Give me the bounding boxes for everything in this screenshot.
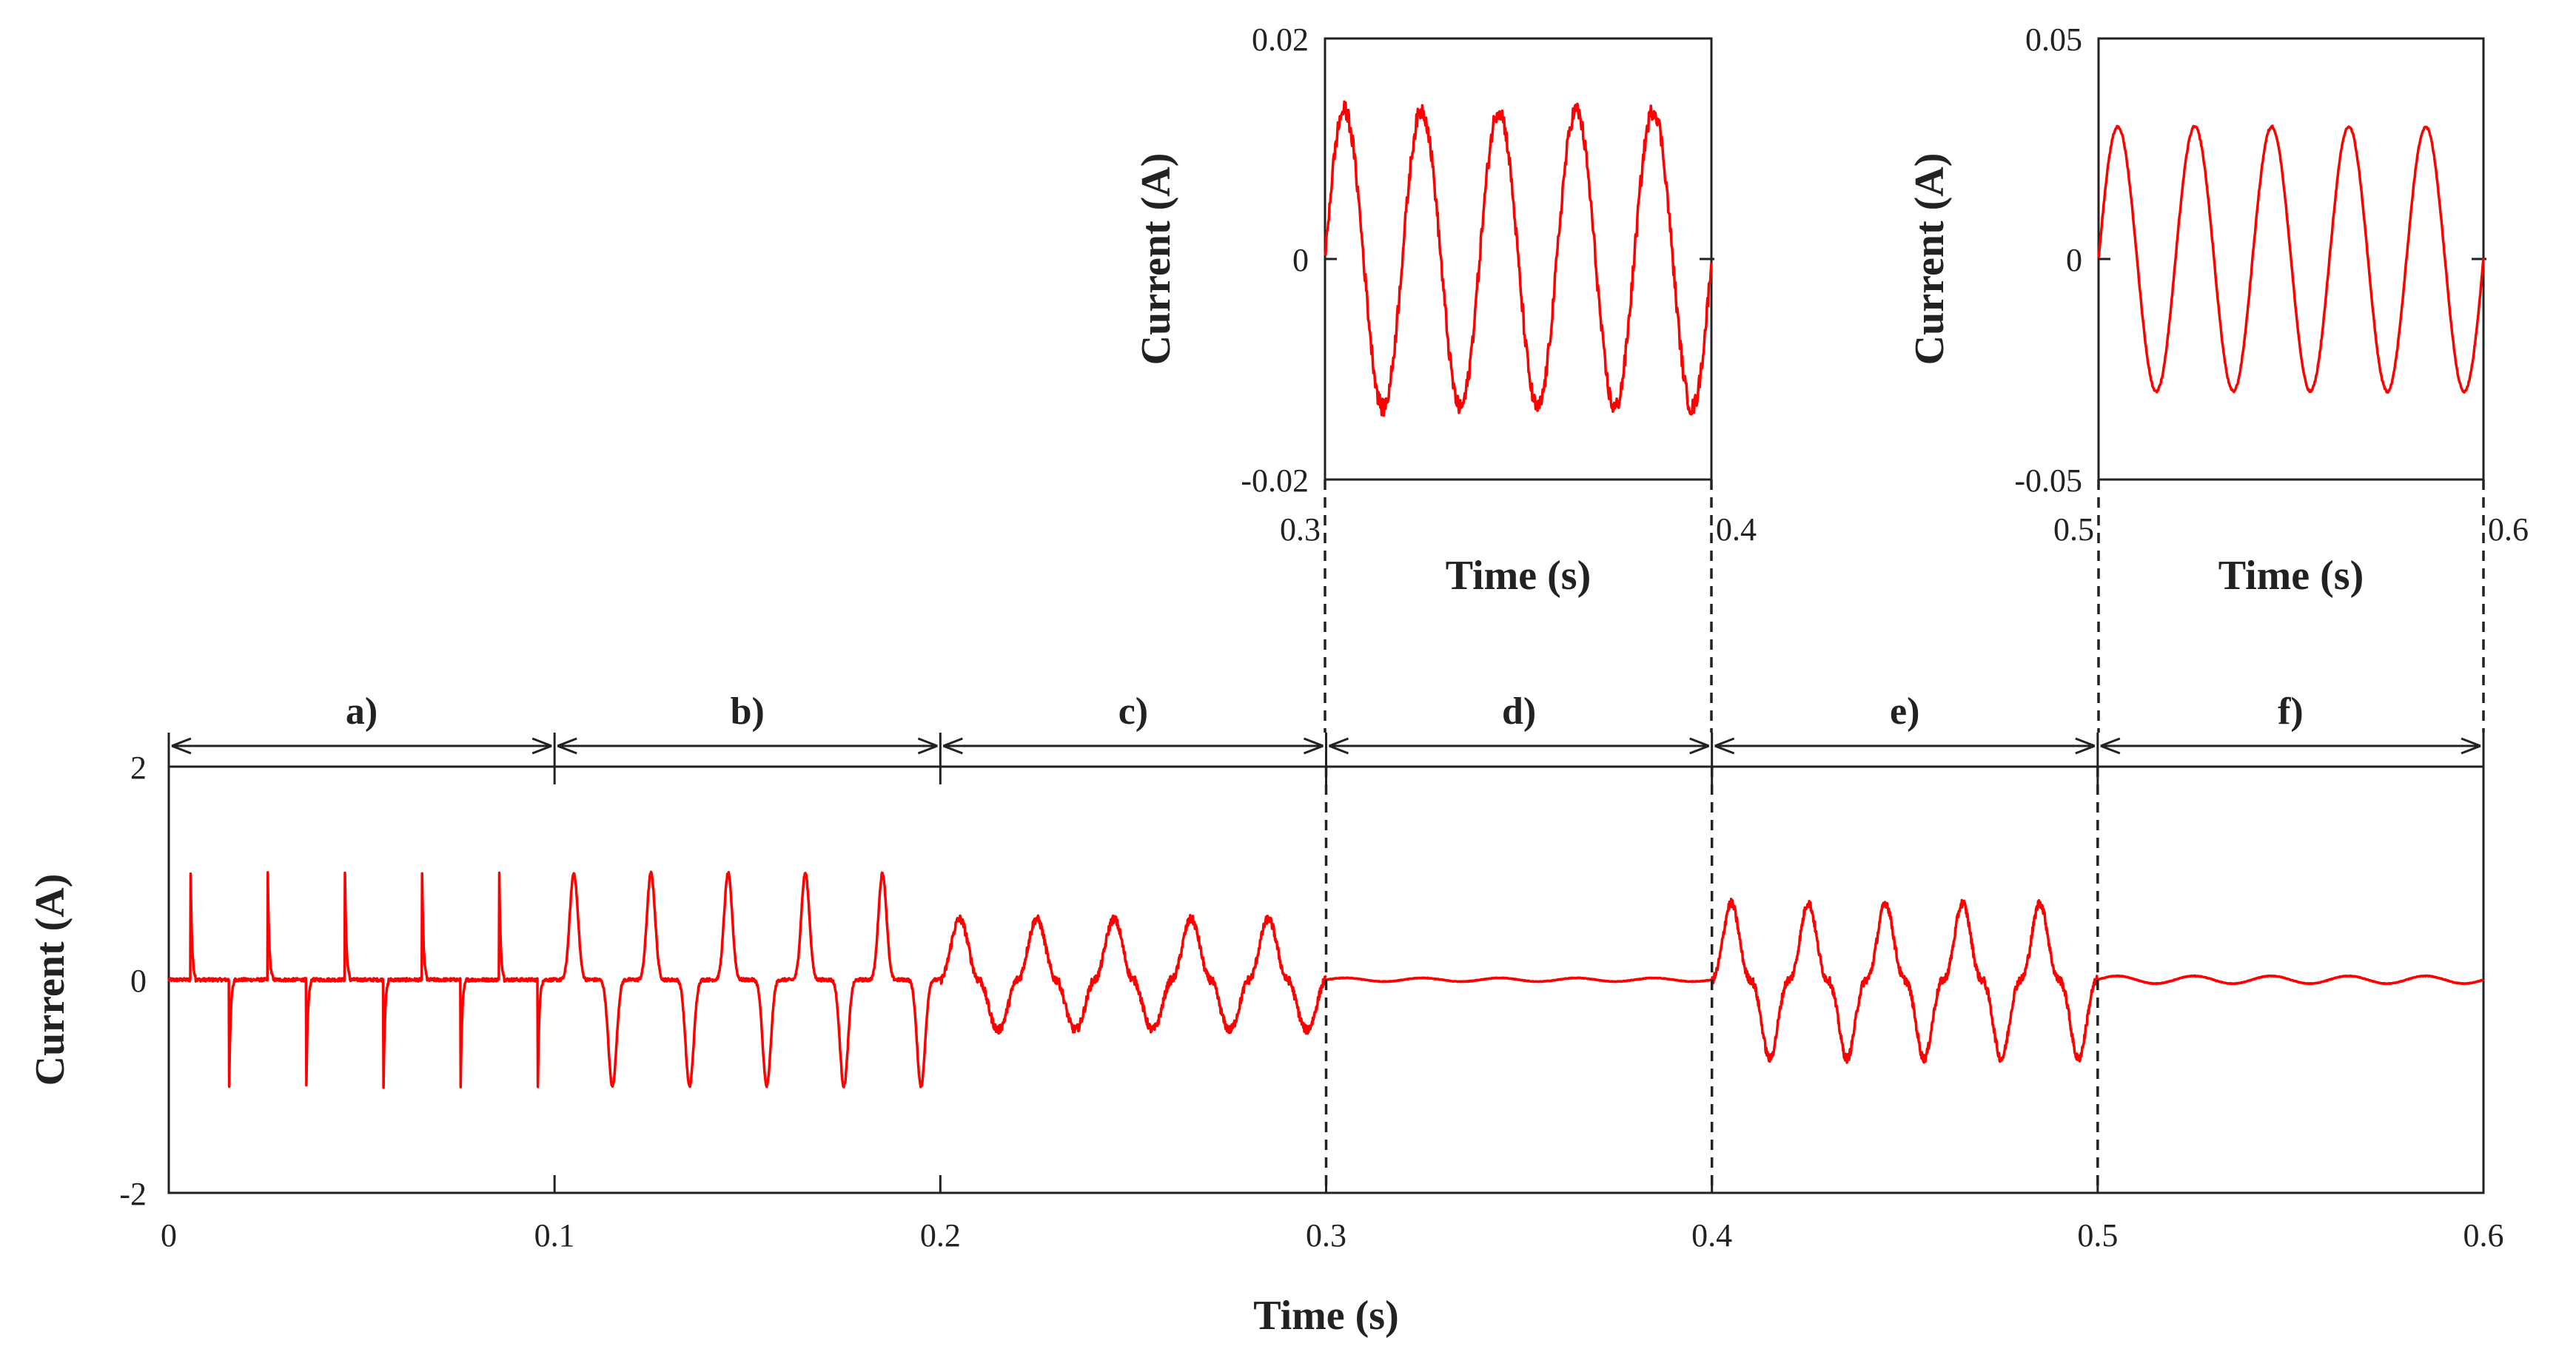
x-tick-label: 0.1 bbox=[534, 1217, 575, 1254]
arrow-head-left bbox=[2100, 737, 2121, 755]
x-tick-label: 0.5 bbox=[2053, 511, 2094, 548]
x-tick-label: 0.3 bbox=[1280, 511, 1321, 548]
y-tick-label: -0.05 bbox=[2014, 462, 2082, 499]
main-plot: 0 0.1 0.2 0.3 0.4 0.5 0.6 -2 0 2 Time (s) Current (… bbox=[27, 750, 2504, 1339]
series-line-segment-4 bbox=[1325, 976, 1713, 983]
x-axis-label: Time (s) bbox=[2218, 553, 2364, 599]
series-line-segment-1 bbox=[167, 871, 556, 1089]
y-tick-label: 0.02 bbox=[1252, 21, 1309, 58]
segment-label: a) bbox=[346, 690, 378, 733]
x-axis-label: Time (s) bbox=[1446, 553, 1591, 599]
y-tick-label: 0 bbox=[130, 963, 147, 999]
y-tick-label: 2 bbox=[130, 750, 147, 786]
x-tick-label: 0.3 bbox=[1306, 1217, 1346, 1254]
arrow-head-left bbox=[171, 737, 192, 755]
x-tick-label: 0.4 bbox=[1716, 511, 1757, 548]
segment-label: b) bbox=[731, 690, 765, 733]
segment-label: e) bbox=[1890, 690, 1919, 733]
series-line-segment-5 bbox=[1711, 898, 2099, 1064]
segment-annotations: a) b) c) d) e) f) bbox=[167, 480, 2485, 1193]
x-axis-label: Time (s) bbox=[1253, 1293, 1399, 1339]
segment-label: c) bbox=[1118, 690, 1148, 733]
arrow-head-left bbox=[1328, 737, 1349, 755]
arrow-head-right bbox=[1303, 737, 1324, 755]
arrow-head-left bbox=[1714, 737, 1735, 755]
inset-plot-f: -0.05 0 0.05 0.5 0.6 Time (s) Current (A) bbox=[1907, 21, 2529, 599]
series-line bbox=[1324, 100, 1713, 417]
series-line bbox=[2097, 124, 2485, 394]
x-tick-label: 0.6 bbox=[2463, 1217, 2504, 1254]
x-tick-label: 0.4 bbox=[1691, 1217, 1732, 1254]
series-line-segment-6 bbox=[2096, 974, 2485, 986]
arrow-head-left bbox=[942, 737, 963, 755]
series-line-segment-3 bbox=[939, 914, 1327, 1035]
x-tick-label: 0.6 bbox=[2488, 511, 2529, 548]
segment-label: f) bbox=[2278, 690, 2304, 733]
y-tick-label: -0.02 bbox=[1241, 462, 1309, 499]
y-axis-label: Current (A) bbox=[1907, 153, 1953, 366]
inset-plot-d: -0.02 0 0.02 0.3 0.4 Time (s) Current (A) bbox=[1133, 21, 1757, 599]
arrow-head-right bbox=[917, 737, 938, 755]
segment-label: d) bbox=[1502, 690, 1536, 733]
y-tick-label: -2 bbox=[119, 1176, 147, 1212]
x-tick-label: 0 bbox=[161, 1217, 177, 1254]
arrow-head-right bbox=[2075, 737, 2096, 755]
x-tick-label: 0.2 bbox=[920, 1217, 961, 1254]
y-axis-label: Current (A) bbox=[27, 874, 73, 1086]
arrow-head-right bbox=[2461, 737, 2481, 755]
y-tick-label: 0 bbox=[2066, 242, 2082, 278]
y-axis-label: Current (A) bbox=[1133, 153, 1179, 366]
x-tick-label: 0.5 bbox=[2077, 1217, 2118, 1254]
series-line-segment-2 bbox=[553, 870, 942, 1089]
arrow-head-right bbox=[531, 737, 552, 755]
y-tick-label: 0.05 bbox=[2025, 21, 2082, 58]
y-tick-label: 0 bbox=[1292, 242, 1309, 278]
arrow-head-left bbox=[557, 737, 577, 755]
arrow-head-right bbox=[1689, 737, 1710, 755]
